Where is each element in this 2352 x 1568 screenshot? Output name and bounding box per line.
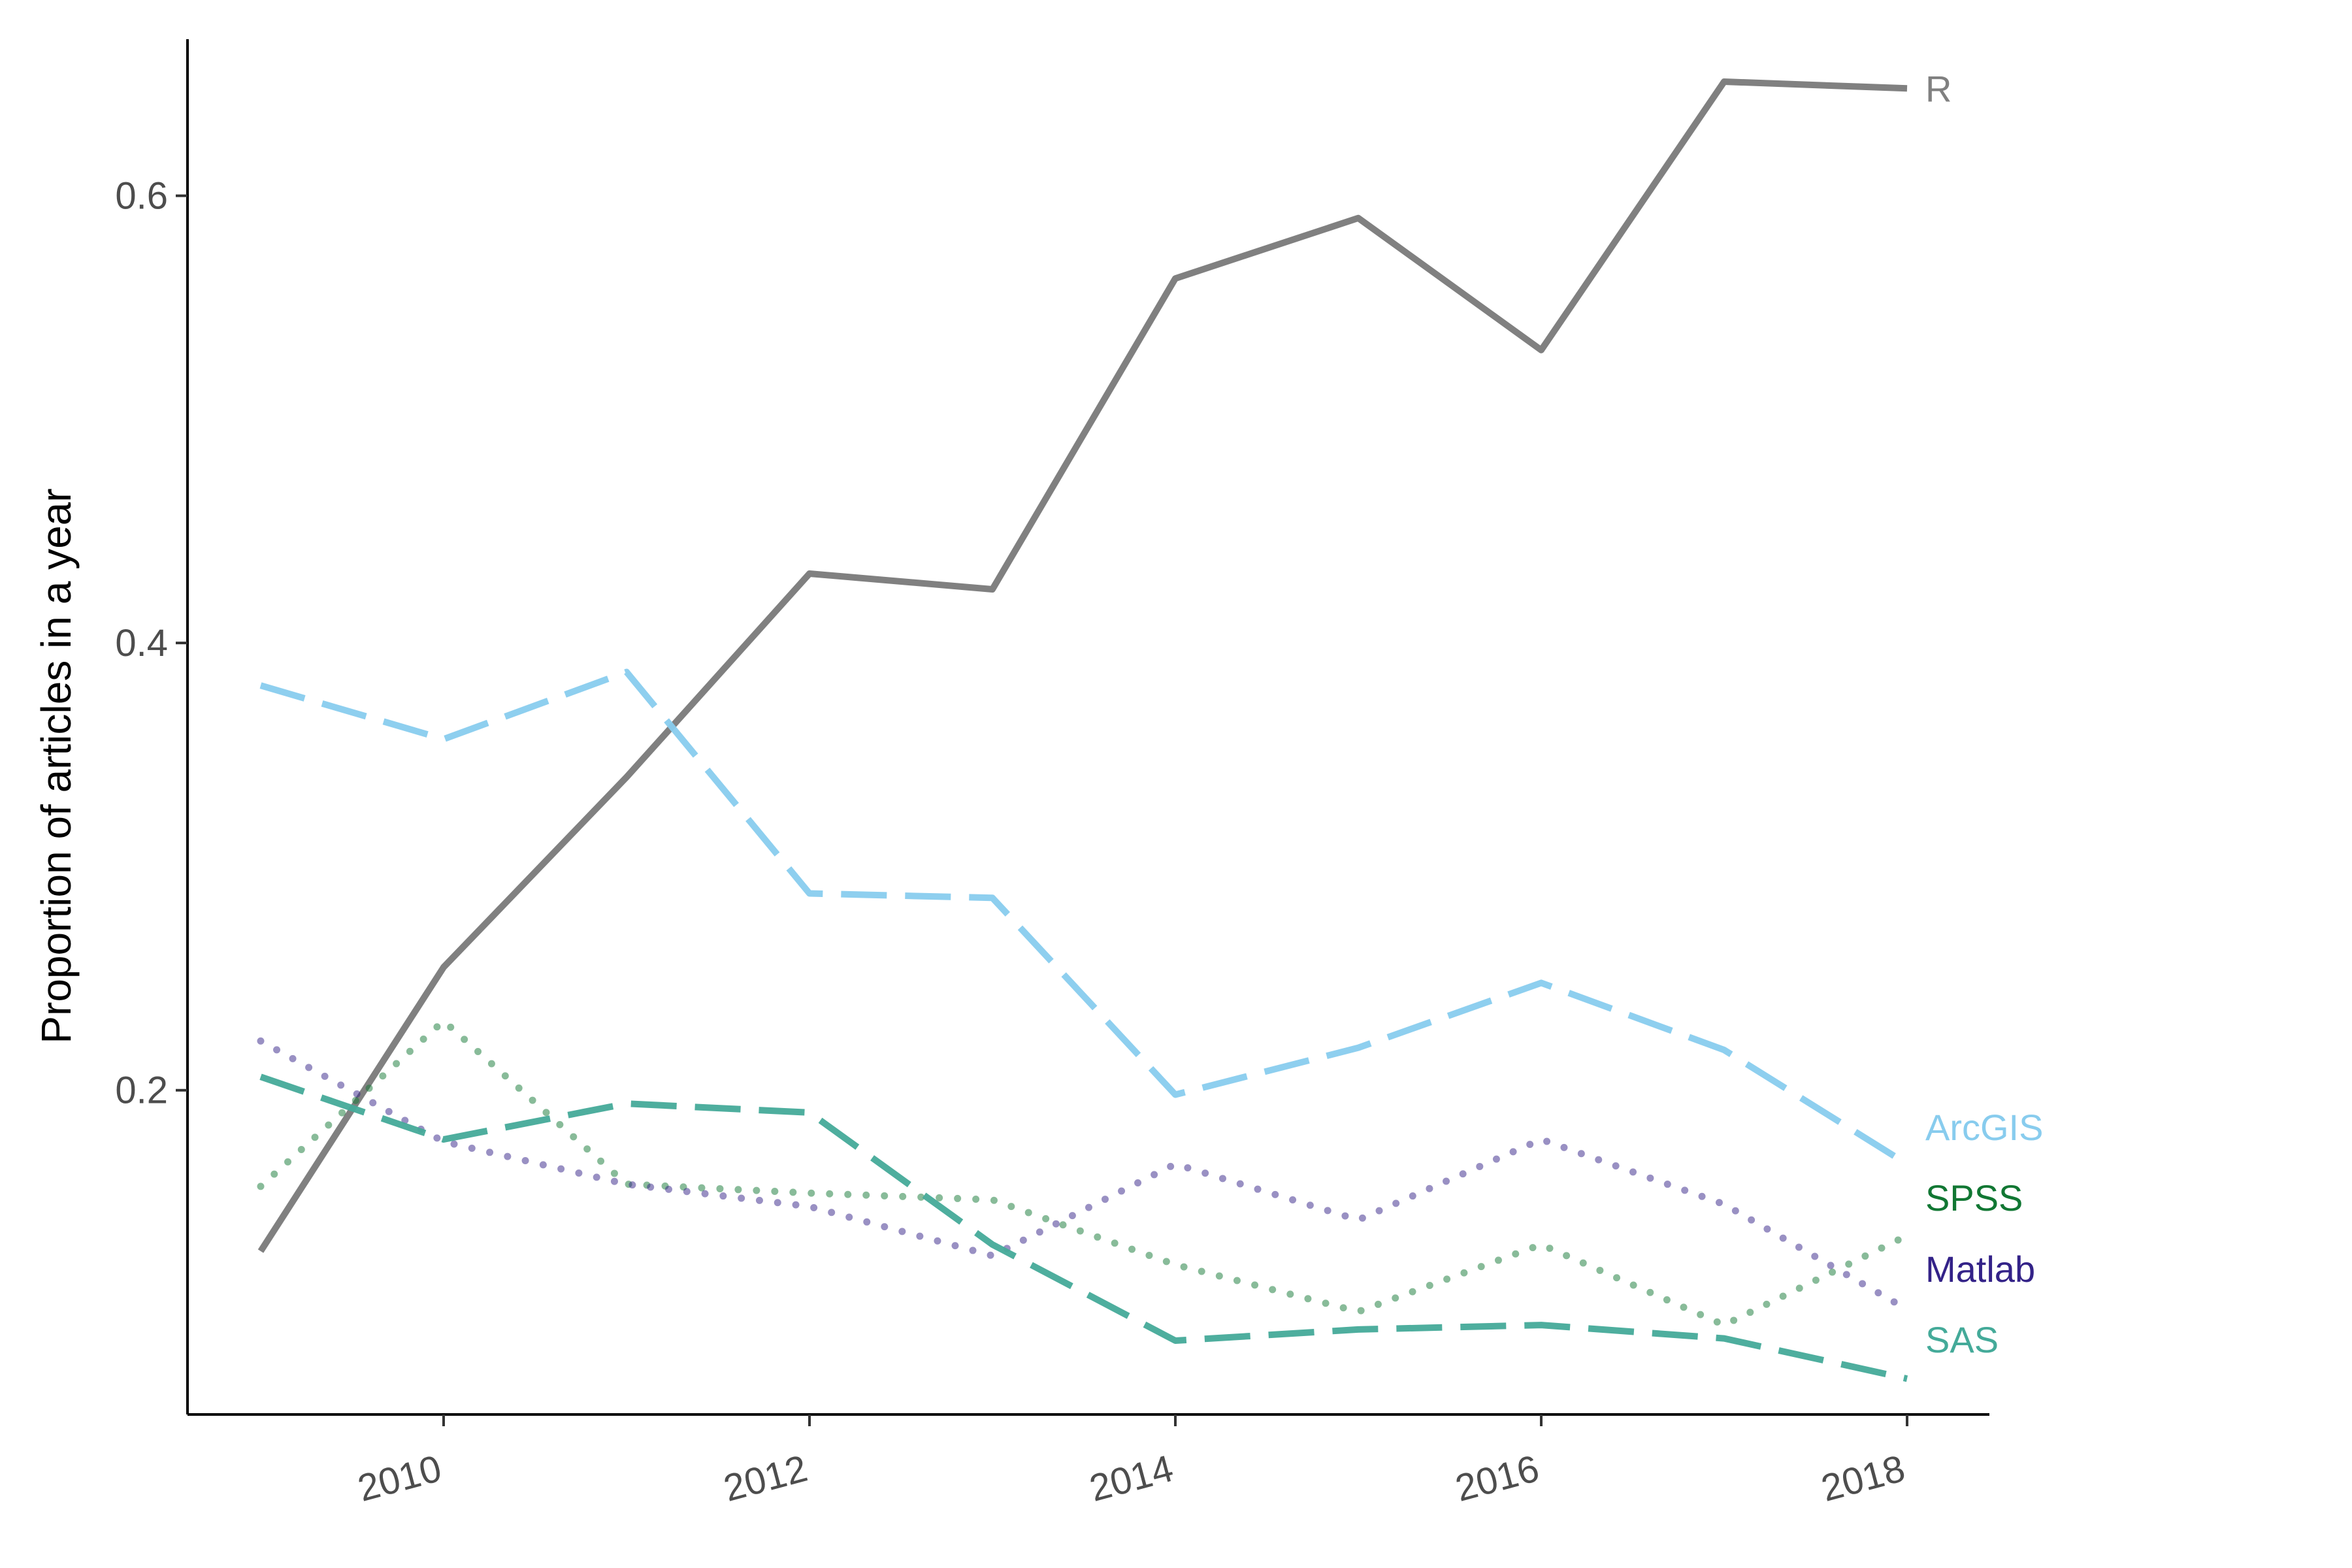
x-tick-label: 2016: [1451, 1447, 1543, 1510]
series-line-r: [257, 78, 1908, 1253]
series-line-spss: [257, 1017, 1911, 1329]
y-tick-label: 0.2: [115, 1070, 168, 1112]
y-axis-title: Proportion of articles in a year: [33, 488, 80, 1043]
series-line-sas: [259, 1073, 1908, 1382]
series-label-matlab: Matlab: [1925, 1249, 2035, 1290]
y-axis-ticks: 0.2 0.4 0.6: [115, 175, 188, 1112]
series-lines: [257, 78, 1911, 1382]
series-line-arcgis: [259, 668, 1909, 1167]
series-label-sas: SAS: [1925, 1319, 1999, 1360]
x-tick-label: 2014: [1085, 1447, 1177, 1510]
x-tick-label: 2010: [353, 1447, 446, 1510]
x-tick-label: 2018: [1817, 1447, 1909, 1510]
x-axis-ticks: 2010 2012 2014 2016 2018: [353, 1414, 1909, 1510]
series-label-r: R: [1925, 68, 1952, 109]
series-labels: R ArcGIS SPSS Matlab SAS: [1925, 68, 2043, 1360]
series-label-arcgis: ArcGIS: [1925, 1107, 2043, 1148]
series-line-matlab: [257, 1037, 1911, 1313]
y-tick-label: 0.6: [115, 175, 168, 218]
x-tick-label: 2012: [719, 1447, 811, 1510]
series-label-spss: SPSS: [1925, 1177, 2023, 1218]
y-tick-label: 0.4: [115, 622, 168, 664]
